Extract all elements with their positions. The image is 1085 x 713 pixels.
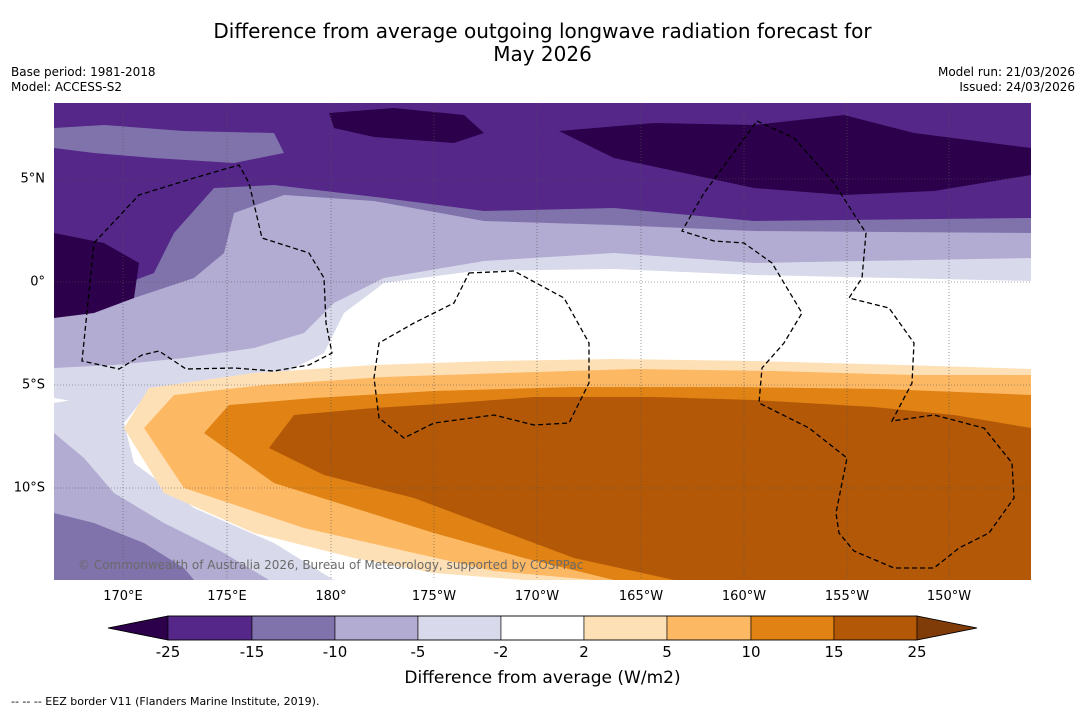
title-line-1: Difference from average outgoing longwav… [213, 19, 872, 43]
model-name: Model: ACCESS-S2 [11, 80, 123, 94]
lon-label-175e: 175°E [207, 589, 247, 604]
colorbar [107, 615, 978, 641]
eez-border-east [681, 120, 1015, 569]
colorbar-seg-9 [833, 615, 918, 641]
colorbar-tick-2: -10 [322, 643, 348, 661]
lon-label-170e: 170°E [103, 589, 143, 604]
lon-label-160w: 160°W [721, 589, 767, 604]
lon-label-170w: 170°W [514, 589, 560, 604]
contour-neg-extreme-2 [329, 108, 484, 143]
colorbar-tick-6: 5 [662, 643, 672, 661]
lat-label-5s: 5°S [21, 377, 45, 393]
contour-neg-15-pocket [54, 125, 284, 163]
issued-date: Issued: 24/03/2026 [959, 80, 1075, 94]
lat-label-5n: 5°N [20, 171, 46, 187]
map-title: Difference from average outgoing longwav… [0, 20, 1085, 66]
lon-label-165w: 165°W [618, 589, 664, 604]
colorbar-tick-4: -2 [493, 643, 509, 661]
eez-borders [81, 120, 1015, 569]
eez-border-west [81, 164, 333, 372]
colorbar-seg-1 [167, 615, 253, 641]
meta-left: Base period: 1981-2018 Model: ACCESS-S2 [11, 65, 156, 95]
colorbar-seg-7 [666, 615, 752, 641]
colorbar-seg-4 [417, 615, 502, 641]
colorbar-seg-0 [107, 615, 169, 641]
colorbar-tick-3: -5 [410, 643, 426, 661]
colorbar-seg-5 [500, 615, 585, 641]
title-line-2: May 2026 [493, 42, 592, 66]
colorbar-tick-7: 10 [741, 643, 761, 661]
eez-border-central [373, 270, 590, 439]
lat-label-10s: 10°S [13, 480, 45, 496]
lon-label-180: 180° [315, 589, 347, 604]
lat-label-0: 0° [30, 274, 45, 290]
colorbar-seg-6 [583, 615, 668, 641]
colorbar-tick-5: 2 [579, 643, 589, 661]
map-canvas [54, 103, 1031, 580]
copyright-notice: © Commonwealth of Australia 2026, Bureau… [78, 558, 584, 572]
colorbar-tick-1: -15 [239, 643, 265, 661]
lon-label-155w: 155°W [824, 589, 870, 604]
colorbar-tick-8: 15 [824, 643, 844, 661]
olr-anomaly-map[interactable] [54, 103, 1031, 580]
map-overlay [54, 103, 1031, 580]
lon-label-150w: 150°W [926, 589, 972, 604]
contour-sw-neg-15 [54, 513, 194, 580]
colorbar-outline [107, 615, 978, 641]
colorbar-seg-8 [750, 615, 835, 641]
contour-neg-extreme [559, 115, 1031, 195]
meta-right: Model run: 21/03/2026 Issued: 24/03/2026 [938, 65, 1075, 95]
gridlines [54, 103, 1031, 580]
contour-neg-extreme-3 [54, 233, 139, 318]
colorbar-tick-9: 25 [907, 643, 927, 661]
lon-label-175w: 175°W [411, 589, 457, 604]
model-run: Model run: 21/03/2026 [937, 65, 1075, 79]
colorbar-tick-0: -25 [155, 643, 181, 661]
colorbar-title: Difference from average (W/m2) [404, 668, 681, 688]
colorbar-seg-2 [251, 615, 336, 641]
colorbar-seg-10 [916, 615, 978, 641]
colorbar-seg-3 [334, 615, 419, 641]
eez-footnote: -- -- -- EEZ border V11 (Flanders Marine… [11, 695, 320, 708]
base-period: Base period: 1981-2018 [11, 65, 156, 79]
